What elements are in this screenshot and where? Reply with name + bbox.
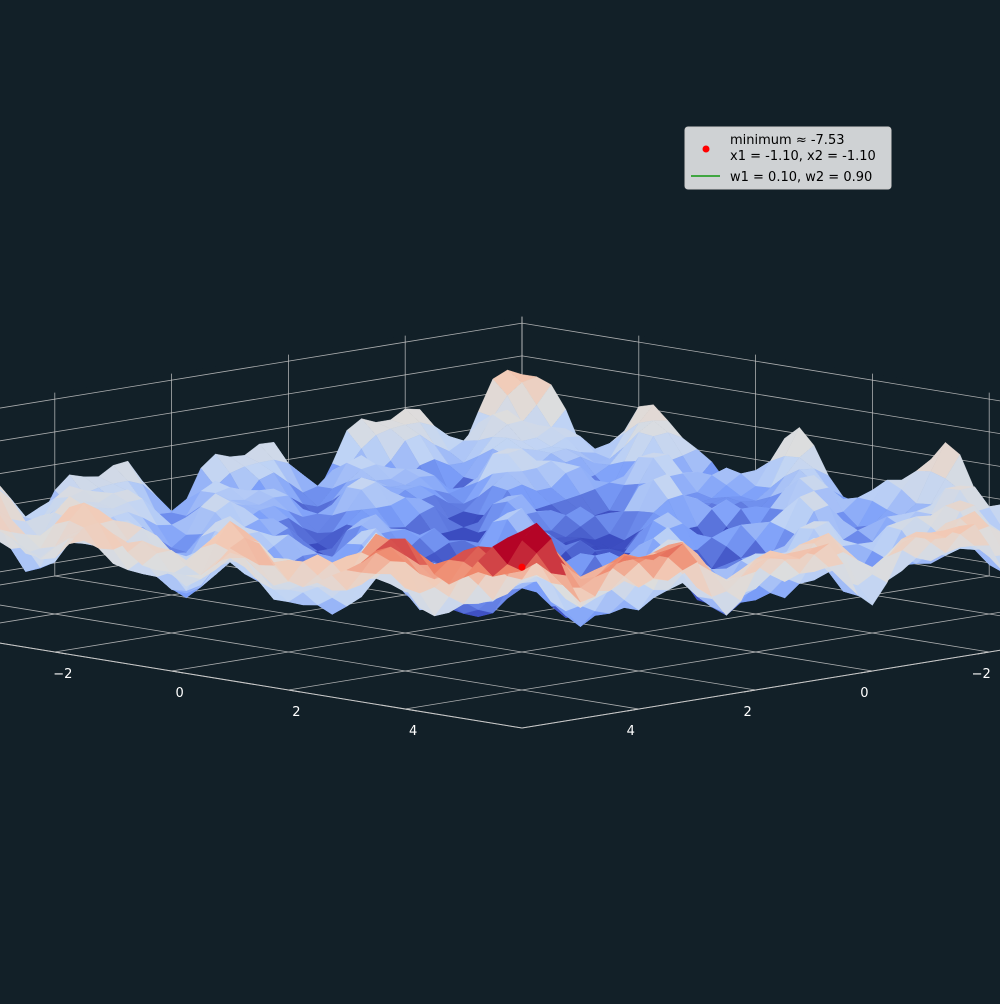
x1-tick-mark [977, 651, 990, 655]
x1-tick-mark [743, 689, 756, 693]
x1-tick-label: −2 [972, 667, 991, 682]
x1-tick-label: 0 [860, 686, 868, 701]
wall-grid-line [0, 388, 523, 474]
surface-facet [0, 485, 12, 500]
surface-facet [988, 504, 1000, 525]
x1-tick-mark [860, 670, 873, 674]
x2-tick-mark [171, 670, 184, 674]
x2-tick-mark [288, 689, 301, 693]
x2-tick-label: −2 [53, 667, 72, 682]
surface-facet [506, 522, 537, 541]
minimum-layer [518, 563, 526, 571]
x2-tick-label: 2 [292, 705, 300, 720]
legend-minimum-label: minimum ≈ -7.53 [730, 133, 845, 148]
legend-box [684, 126, 892, 190]
surface-mesh [0, 369, 1000, 627]
surface-facet [0, 495, 12, 520]
legend-minimum-coords: x1 = -1.10, x2 = -1.10 [730, 149, 876, 164]
wall-grid-line [0, 355, 523, 442]
x2-tick-label: 0 [175, 686, 183, 701]
x1-tick-label: 4 [627, 724, 635, 739]
minimum-point [518, 563, 526, 571]
wall-grid-line [521, 355, 1000, 435]
x2-tick-label: 4 [409, 724, 417, 739]
x2-tick-mark [54, 651, 67, 655]
x1-tick-mark [626, 708, 639, 712]
floor-grid-line [405, 611, 1000, 710]
wall-grid-line [521, 322, 1000, 402]
x1-tick-label: 2 [743, 705, 751, 720]
legend-weights-label: w1 = 0.10, w2 = 0.90 [730, 170, 872, 185]
wall-grid-line [0, 322, 523, 409]
legend: minimum ≈ -7.53 x1 = -1.10, x2 = -1.10 w… [684, 126, 892, 190]
x2-tick-mark [405, 708, 418, 712]
surface-facet [0, 515, 12, 533]
legend-minimum-marker [702, 145, 710, 153]
